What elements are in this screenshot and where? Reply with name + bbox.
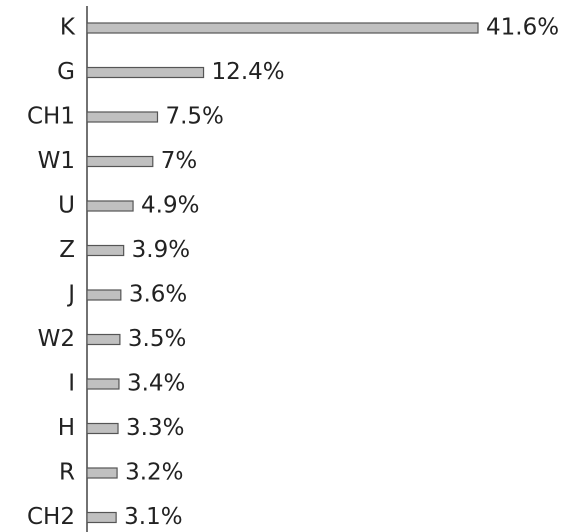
y-tick-label: CH2 bbox=[27, 504, 75, 530]
data-label: 3.5% bbox=[128, 326, 186, 352]
data-label: 7.5% bbox=[165, 104, 223, 130]
y-tick-label: W2 bbox=[38, 326, 75, 352]
data-label: 3.2% bbox=[125, 460, 183, 486]
y-tick-label: G bbox=[57, 59, 75, 85]
bar bbox=[86, 333, 121, 346]
y-tick-label: U bbox=[58, 193, 75, 219]
y-tick-label: W1 bbox=[38, 148, 75, 174]
bar bbox=[86, 111, 159, 123]
y-tick-label: CH1 bbox=[27, 104, 75, 130]
data-label: 3.6% bbox=[129, 282, 187, 308]
data-label: 3.3% bbox=[126, 415, 184, 441]
data-label: 3.1% bbox=[124, 504, 182, 530]
bar bbox=[86, 155, 154, 168]
bar bbox=[86, 22, 479, 34]
data-label: 3.4% bbox=[127, 371, 185, 397]
bar bbox=[86, 200, 134, 212]
data-label: 3.9% bbox=[132, 237, 190, 263]
data-label: 4.9% bbox=[141, 193, 199, 219]
bar bbox=[86, 422, 119, 435]
bar bbox=[86, 244, 125, 257]
data-label: 7% bbox=[161, 148, 198, 174]
y-tick-label: Z bbox=[59, 237, 75, 263]
y-tick-label: H bbox=[58, 415, 75, 441]
y-tick-label: K bbox=[60, 15, 76, 41]
bar bbox=[86, 378, 120, 390]
data-label: 12.4% bbox=[212, 59, 285, 85]
data-label: 41.6% bbox=[486, 15, 559, 41]
bar bbox=[86, 467, 118, 479]
bar bbox=[86, 289, 122, 301]
y-tick-label: I bbox=[68, 371, 75, 397]
y-tick-label: J bbox=[66, 282, 75, 308]
bar bbox=[86, 66, 205, 79]
y-tick-label: R bbox=[59, 460, 75, 486]
bar bbox=[86, 511, 117, 524]
